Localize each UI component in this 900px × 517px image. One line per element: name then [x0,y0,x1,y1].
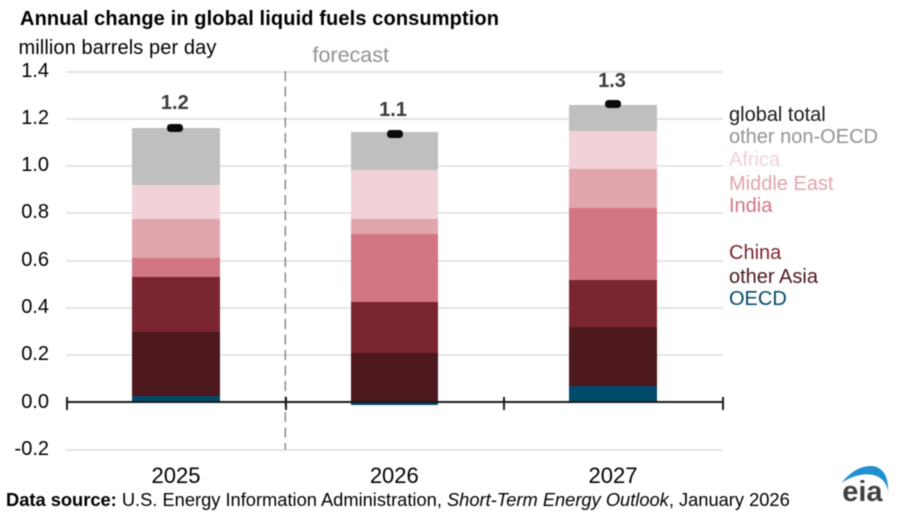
svg-text:eia: eia [842,476,883,508]
